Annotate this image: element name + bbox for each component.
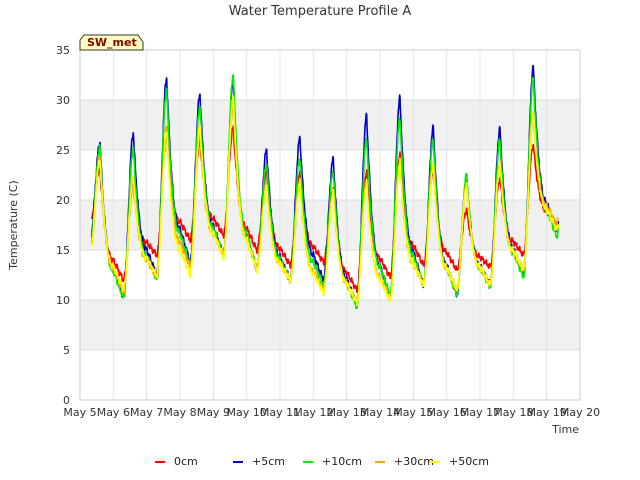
x-tick-label: May 6	[97, 406, 130, 419]
y-tick-label: 15	[56, 244, 70, 257]
series-layer	[90, 64, 560, 310]
x-tick-label: May 15	[393, 406, 433, 419]
y-tick-label: 10	[56, 294, 70, 307]
legend-label: +10cm	[322, 455, 362, 468]
y-tick-label: 0	[63, 394, 70, 407]
x-tick-label: May 7	[130, 406, 163, 419]
x-tick-label: May 8	[163, 406, 196, 419]
y-tick-label: 35	[56, 44, 70, 57]
x-tick-label: May 5	[63, 406, 96, 419]
legend-label: +50cm	[449, 455, 489, 468]
y-tick-label: 25	[56, 144, 70, 157]
legend-label: +30cm	[394, 455, 434, 468]
x-tick-label: May 9	[197, 406, 230, 419]
x-tick-label: May 17	[460, 406, 500, 419]
legend: 0cm +5cm +10cm +30cm +50cm	[155, 455, 489, 468]
x-tick-label: May 11	[260, 406, 300, 419]
y-tick-labels: 0 5 10 15 20 25 30 35	[56, 44, 70, 407]
y-tick-label: 20	[56, 194, 70, 207]
site-label-box: SW_met	[79, 34, 144, 51]
series-line-50cm	[91, 95, 560, 307]
x-tick-label: May 16	[427, 406, 467, 419]
site-label-text: SW_met	[87, 36, 137, 49]
chart-title: Water Temperature Profile A	[229, 4, 412, 19]
x-tick-label: May 19	[527, 406, 567, 419]
x-tick-label: May 10	[227, 406, 267, 419]
x-tick-label: May 12	[293, 406, 333, 419]
x-tick-label: May 14	[360, 406, 400, 419]
y-axis-label: Temperature (C)	[7, 180, 20, 270]
y-tick-label: 30	[56, 94, 70, 107]
x-tick-label: May 18	[493, 406, 533, 419]
legend-label: +5cm	[252, 455, 285, 468]
x-axis-label: Time	[551, 423, 579, 436]
y-tick-label: 5	[63, 344, 70, 357]
x-tick-label: May 13	[327, 406, 367, 419]
plot-area-frame	[79, 49, 581, 401]
background-band	[80, 300, 580, 350]
legend-label: 0cm	[174, 455, 198, 468]
x-tick-label: May 20	[560, 406, 600, 419]
background-band	[80, 100, 580, 150]
